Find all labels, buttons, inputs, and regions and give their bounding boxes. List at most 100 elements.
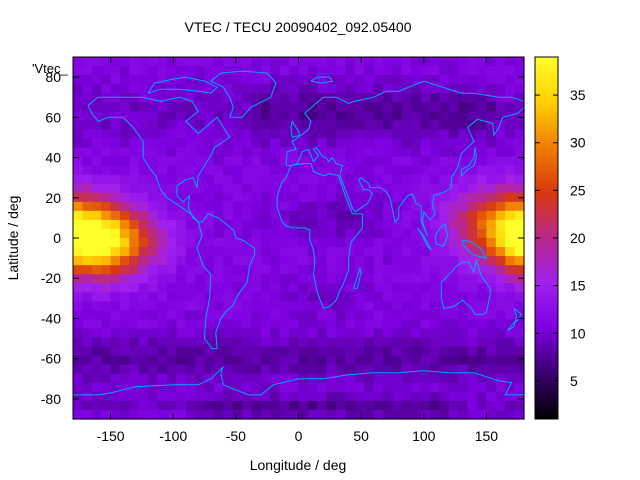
heatmap-cell (129, 201, 140, 212)
heatmap-cell (242, 292, 253, 302)
heatmap-cell (458, 84, 469, 94)
heatmap-cell (82, 274, 93, 284)
heatmap-cell (317, 247, 328, 257)
heatmap-cell (298, 183, 309, 194)
heatmap-cell (213, 337, 224, 348)
heatmap-cell (458, 57, 469, 67)
heatmap-cell (326, 57, 337, 67)
heatmap-cell (110, 274, 121, 284)
heatmap-cell (101, 93, 112, 103)
heatmap-cell (354, 337, 365, 348)
heatmap-cell (138, 364, 149, 375)
heatmap-cell (223, 210, 234, 221)
heatmap-cell (185, 138, 196, 149)
heatmap-cell (73, 138, 83, 149)
heatmap-cell (458, 310, 469, 321)
heatmap-cell (204, 283, 215, 293)
heatmap-cell (336, 147, 347, 158)
heatmap-cell (307, 228, 318, 239)
heatmap-cell (213, 265, 224, 275)
heatmap-cell (307, 192, 318, 203)
heatmap-cell (411, 328, 422, 339)
heatmap-cell (138, 138, 149, 149)
heatmap-cell (101, 84, 112, 94)
heatmap-cell (336, 319, 347, 330)
heatmap-cell (148, 283, 159, 293)
heatmap-cell (91, 156, 102, 167)
heatmap-cell (345, 120, 356, 130)
heatmap-cell (260, 93, 271, 103)
heatmap-cell (354, 129, 365, 140)
heatmap-cell (354, 57, 365, 67)
heatmap-cell (213, 111, 224, 121)
heatmap-cell (91, 256, 102, 266)
heatmap-cell (110, 238, 121, 248)
heatmap-cell (345, 75, 356, 85)
heatmap-cell (119, 328, 130, 339)
heatmap-cell (307, 319, 318, 330)
heatmap-cell (392, 292, 403, 302)
heatmap-cell (420, 66, 431, 76)
coastline-segment (87, 96, 231, 223)
heatmap-cell (91, 382, 102, 393)
heatmap-cell (73, 319, 83, 330)
heatmap-cell (411, 319, 422, 330)
heatmap-cell (176, 328, 187, 339)
heatmap-cell (73, 228, 83, 239)
heatmap-cell (354, 165, 365, 176)
heatmap-cell (317, 75, 328, 85)
heatmap-cell (129, 75, 140, 85)
heatmap-cell (73, 400, 83, 411)
heatmap-cell (411, 238, 422, 248)
heatmap-cell (110, 292, 121, 302)
heatmap-cell (354, 66, 365, 76)
heatmap-cell (448, 156, 459, 167)
heatmap-cell (279, 274, 290, 284)
heatmap-cell (383, 400, 394, 411)
heatmap-cell (129, 238, 140, 248)
heatmap-cell (157, 129, 168, 140)
heatmap-cell (486, 238, 497, 248)
heatmap-cell (495, 319, 506, 330)
heatmap-cell (392, 400, 403, 411)
heatmap-cell (411, 75, 422, 85)
heatmap-cell (439, 129, 450, 140)
heatmap-cell (505, 301, 516, 311)
heatmap-cell (298, 247, 309, 257)
heatmap-cell (401, 346, 412, 357)
heatmap-cell (289, 219, 300, 230)
heatmap-cell (82, 337, 93, 348)
heatmap-cell (157, 102, 168, 112)
heatmap-cell (373, 283, 384, 293)
heatmap-cell (270, 391, 281, 402)
heatmap-cell (411, 292, 422, 302)
heatmap-cell (495, 129, 506, 140)
heatmap-cell (317, 57, 328, 67)
heatmap-cell (495, 274, 506, 284)
heatmap-cell (166, 346, 177, 357)
heatmap-cell (401, 400, 412, 411)
heatmap-cell (110, 165, 121, 176)
heatmap-cell (279, 66, 290, 76)
heatmap-cell (430, 283, 441, 293)
heatmap-cell (289, 93, 300, 103)
heatmap-cell (458, 66, 469, 76)
heatmap-cell (157, 165, 168, 176)
chart-title: VTEC / TECU 20090402_092.05400 (184, 19, 411, 35)
heatmap-cell (129, 301, 140, 311)
heatmap-cell (82, 174, 93, 185)
heatmap-cell (307, 93, 318, 103)
heatmap-cell (336, 364, 347, 375)
heatmap-cell (110, 256, 121, 266)
heatmap-cell (185, 147, 196, 158)
heatmap-cell (392, 129, 403, 140)
heatmap-cell (336, 247, 347, 257)
heatmap-cell (195, 337, 206, 348)
heatmap-cell (166, 373, 177, 384)
heatmap-cell (242, 382, 253, 393)
heatmap-cell (157, 382, 168, 393)
heatmap-cell (270, 265, 281, 275)
heatmap-cell (373, 147, 384, 158)
heatmap-cell (354, 174, 365, 185)
heatmap-cell (373, 138, 384, 149)
